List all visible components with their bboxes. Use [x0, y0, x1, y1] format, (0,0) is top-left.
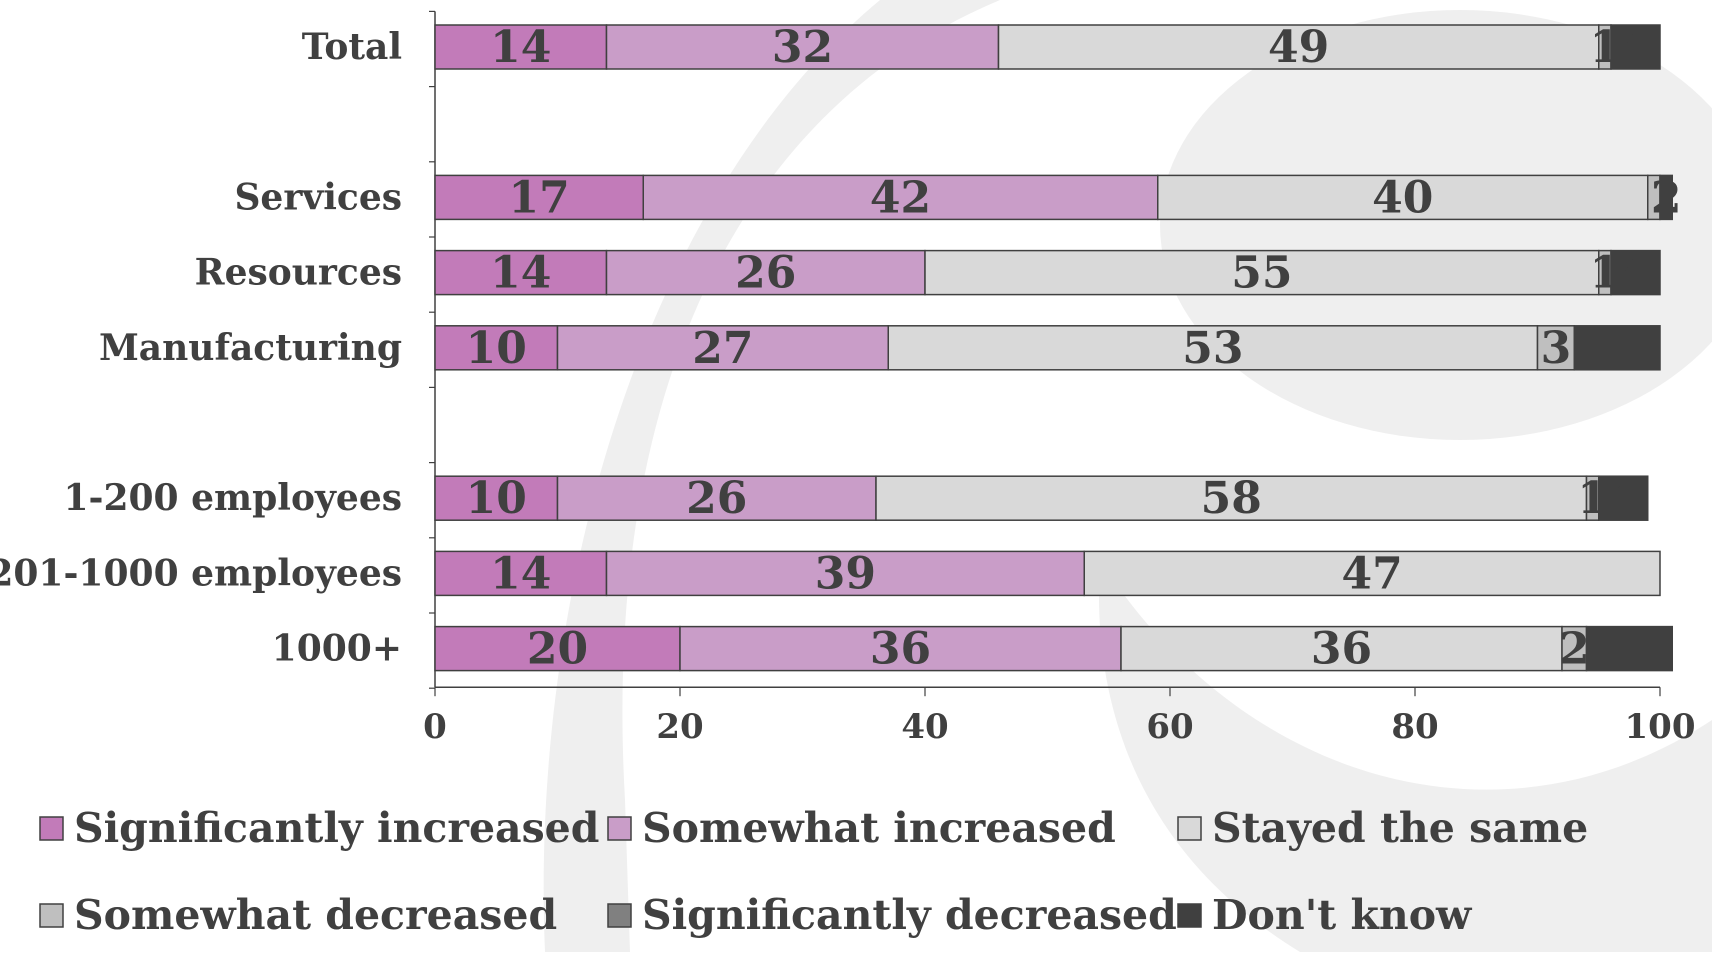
legend-swatch-somewhat-decreased: [39, 903, 64, 928]
bar-segment-manufacturing-somewhat-increased: [556, 325, 889, 371]
bar-segment-1-200-employees-significantly-increased: [434, 475, 559, 521]
category-label-201-1000-employees: 201-1000 employees: [0, 552, 402, 594]
bar-segment-201-1000-employees-somewhat-increased: [605, 550, 1085, 597]
data-label-total-don-t-know: 4: [1620, 22, 1651, 73]
data-label-1000-don-t-know: 7: [1614, 624, 1645, 675]
legend-swatch-don-t-know: [1177, 903, 1202, 928]
data-label-1000-somewhat-increased: 36: [870, 624, 931, 675]
category-label-resources: Resources: [195, 252, 402, 294]
bar-segment-services-significantly-increased: [434, 174, 644, 221]
bar-segment-resources-stayed-the-same: [924, 249, 1600, 296]
data-label-resources-don-t-know: 4: [1620, 248, 1651, 299]
bar-segment-resources-don-t-know: [1610, 249, 1661, 296]
data-label-1000-stayed-the-same: 36: [1311, 624, 1372, 675]
bar-segment-manufacturing-don-t-know: [1573, 325, 1661, 371]
category-label-total: Total: [302, 26, 402, 68]
data-label-manufacturing-somewhat-decreased: 3: [1541, 323, 1572, 374]
x-tick-label-60: 60: [1146, 707, 1193, 747]
bar-segment-services-don-t-know: [1659, 174, 1673, 221]
bar-segment-1-200-employees-stayed-the-same: [875, 475, 1588, 521]
legend-label-somewhat-decreased: Somewhat decreased: [74, 891, 557, 939]
data-label-manufacturing-stayed-the-same: 53: [1182, 323, 1243, 374]
category-label-manufacturing: Manufacturing: [99, 327, 402, 369]
x-tick-label-100: 100: [1625, 707, 1696, 747]
data-label-1-200-employees-somewhat-increased: 26: [686, 473, 747, 524]
data-label-1-200-employees-significantly-increased: 10: [466, 473, 527, 524]
x-tick-label-0: 0: [423, 707, 447, 747]
bar-segment-total-significantly-increased: [434, 24, 608, 70]
data-label-services-somewhat-increased: 42: [870, 172, 931, 223]
data-label-services-significantly-increased: 17: [509, 172, 570, 223]
category-label-services: Services: [234, 176, 402, 218]
bar-segment-1-200-employees-somewhat-increased: [556, 475, 877, 521]
bar-segment-1000-significantly-increased: [434, 625, 681, 672]
data-label-resources-significantly-increased: 14: [490, 248, 551, 299]
bar-segment-201-1000-employees-stayed-the-same: [1083, 550, 1661, 597]
x-tick-label-40: 40: [901, 707, 948, 747]
bar-segment-resources-somewhat-increased: [605, 249, 926, 296]
data-label-total-significantly-increased: 14: [490, 22, 551, 73]
bar-segment-1000-stayed-the-same: [1120, 625, 1563, 672]
category-label-1-200-employees: 1-200 employees: [63, 477, 402, 519]
legend-label-somewhat-increased: Somewhat increased: [642, 804, 1116, 852]
bar-segment-services-stayed-the-same: [1157, 174, 1649, 221]
bar-segment-services-somewhat-increased: [642, 174, 1159, 221]
data-label-1000-somewhat-decreased: 2: [1559, 624, 1590, 675]
data-label-1000-significantly-increased: 20: [527, 624, 588, 675]
legend-label-significantly-decreased: Significantly decreased: [642, 891, 1177, 939]
legend-label-don-t-know: Don't know: [1212, 891, 1473, 939]
bar-segment-201-1000-employees-significantly-increased: [434, 550, 608, 597]
category-label-1000: 1000+: [272, 628, 402, 670]
data-label-resources-somewhat-increased: 26: [735, 248, 796, 299]
data-label-manufacturing-don-t-know: 7: [1602, 323, 1633, 374]
bar-segment-manufacturing-somewhat-decreased: [1536, 325, 1575, 371]
legend-swatch-significantly-increased: [39, 816, 64, 841]
legend: Significantly increased Somewhat increase…: [39, 804, 1588, 939]
bar-segment-manufacturing-significantly-increased: [434, 325, 559, 371]
data-label-manufacturing-somewhat-increased: 27: [692, 323, 753, 374]
data-label-201-1000-employees-stayed-the-same: 47: [1342, 548, 1403, 599]
data-label-resources-stayed-the-same: 55: [1231, 248, 1292, 299]
bar-segment-resources-significantly-increased: [434, 249, 608, 296]
legend-swatch-stayed-the-same: [1177, 816, 1202, 841]
data-label-total-somewhat-increased: 32: [772, 22, 833, 73]
bar-segment-total-stayed-the-same: [997, 24, 1600, 70]
data-label-services-don-t-know: 2: [1651, 172, 1682, 223]
data-label-1-200-employees-stayed-the-same: 58: [1201, 473, 1262, 524]
x-tick-label-80: 80: [1391, 707, 1438, 747]
data-label-1-200-employees-don-t-know: 4: [1608, 473, 1639, 524]
data-label-201-1000-employees-significantly-increased: 14: [490, 548, 551, 599]
legend-label-significantly-increased: Significantly increased: [74, 804, 599, 852]
bar-segment-1-200-employees-don-t-know: [1598, 475, 1649, 521]
data-label-services-stayed-the-same: 40: [1372, 172, 1433, 223]
bar-segment-manufacturing-stayed-the-same: [887, 325, 1539, 371]
legend-swatch-somewhat-increased: [607, 816, 632, 841]
data-label-201-1000-employees-somewhat-increased: 39: [815, 548, 876, 599]
bar-segment-total-somewhat-increased: [605, 24, 1000, 70]
bar-segment-1000-don-t-know: [1585, 625, 1673, 672]
legend-swatch-significantly-decreased: [607, 903, 632, 928]
x-tick-label-20: 20: [656, 707, 703, 747]
data-label-manufacturing-significantly-increased: 10: [466, 323, 527, 374]
legend-label-stayed-the-same: Stayed the same: [1212, 804, 1588, 852]
data-label-total-stayed-the-same: 49: [1268, 22, 1329, 73]
bar-segment-total-don-t-know: [1610, 24, 1661, 70]
